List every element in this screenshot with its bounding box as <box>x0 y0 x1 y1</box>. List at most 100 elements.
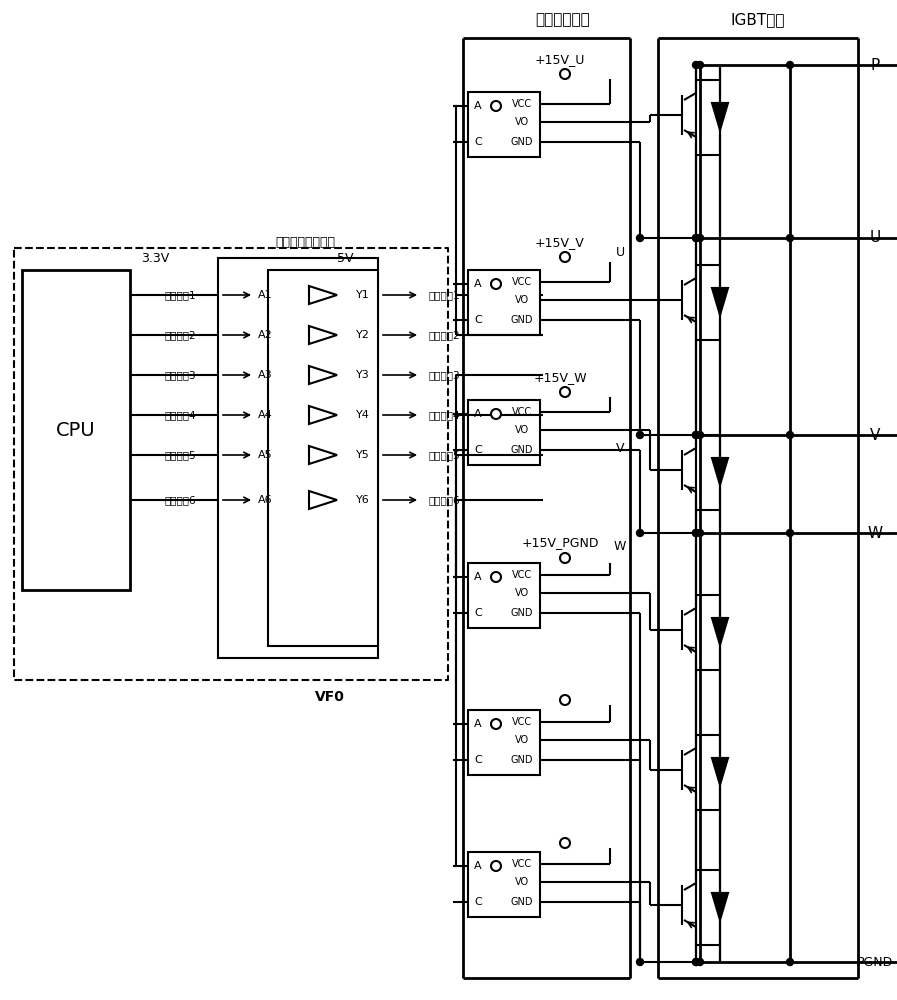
Text: VCC: VCC <box>512 717 532 727</box>
Text: +15V_PGND: +15V_PGND <box>521 536 599 550</box>
Bar <box>22 270 130 590</box>
Text: 驱动信号5: 驱动信号5 <box>164 450 196 460</box>
Circle shape <box>696 530 703 536</box>
Text: A3: A3 <box>258 370 273 380</box>
Text: VCC: VCC <box>512 407 532 417</box>
Text: Y6: Y6 <box>356 495 370 505</box>
Text: Y1: Y1 <box>356 290 370 300</box>
Circle shape <box>692 530 700 536</box>
Polygon shape <box>309 491 337 509</box>
Text: 驱动信号3: 驱动信号3 <box>428 370 459 380</box>
Circle shape <box>692 958 700 966</box>
Circle shape <box>491 572 501 582</box>
Circle shape <box>560 553 570 563</box>
Text: A6: A6 <box>258 495 273 505</box>
Text: 驱动信号3: 驱动信号3 <box>164 370 196 380</box>
Text: 驱动信号4: 驱动信号4 <box>428 410 459 420</box>
Text: Y5: Y5 <box>356 450 370 460</box>
Text: A: A <box>475 861 482 871</box>
Text: GND: GND <box>510 445 533 455</box>
Text: 5V: 5V <box>336 251 353 264</box>
Circle shape <box>491 409 501 419</box>
Circle shape <box>696 958 703 966</box>
Text: +15V_U: +15V_U <box>535 53 585 66</box>
Circle shape <box>787 432 794 438</box>
Text: VCC: VCC <box>512 277 532 287</box>
Text: VO: VO <box>515 425 529 435</box>
Polygon shape <box>309 406 337 424</box>
Circle shape <box>491 861 501 871</box>
Text: W: W <box>867 526 883 540</box>
Bar <box>468 710 540 775</box>
Text: 驱动信号1: 驱动信号1 <box>428 290 459 300</box>
Circle shape <box>491 719 501 729</box>
Polygon shape <box>309 446 337 464</box>
Circle shape <box>696 432 703 438</box>
Text: 3.3V: 3.3V <box>141 251 170 264</box>
Text: GND: GND <box>510 755 533 765</box>
Bar <box>218 258 378 658</box>
Text: P: P <box>870 57 880 73</box>
Text: VO: VO <box>515 588 529 598</box>
Text: U: U <box>615 245 624 258</box>
Text: A1: A1 <box>258 290 273 300</box>
Circle shape <box>696 234 703 241</box>
Polygon shape <box>712 893 728 920</box>
Circle shape <box>560 69 570 79</box>
Circle shape <box>692 432 700 438</box>
Text: 驱动信号6: 驱动信号6 <box>164 495 196 505</box>
Circle shape <box>637 530 643 536</box>
Polygon shape <box>712 458 728 485</box>
Bar <box>468 563 540 628</box>
Circle shape <box>696 62 703 68</box>
Text: 驱动信号1: 驱动信号1 <box>164 290 196 300</box>
Circle shape <box>787 958 794 966</box>
Text: VO: VO <box>515 735 529 745</box>
Text: 驱动信号5: 驱动信号5 <box>428 450 459 460</box>
Circle shape <box>560 838 570 848</box>
Text: +15V_V: +15V_V <box>536 236 585 249</box>
Text: C: C <box>475 445 482 455</box>
Text: Y4: Y4 <box>356 410 370 420</box>
Text: C: C <box>475 897 482 907</box>
Text: PGND: PGND <box>857 956 893 968</box>
Text: 驱动信号2: 驱动信号2 <box>428 330 459 340</box>
Polygon shape <box>712 288 728 315</box>
Circle shape <box>787 530 794 536</box>
Circle shape <box>560 695 570 705</box>
Bar <box>468 400 540 465</box>
Text: A: A <box>475 572 482 582</box>
Text: A: A <box>475 101 482 111</box>
Text: VCC: VCC <box>512 570 532 580</box>
Text: V: V <box>615 442 624 456</box>
Polygon shape <box>712 618 728 645</box>
Circle shape <box>560 387 570 397</box>
Text: W: W <box>614 540 626 554</box>
Text: V: V <box>870 428 880 442</box>
Text: A2: A2 <box>258 330 273 340</box>
Circle shape <box>787 234 794 241</box>
Text: GND: GND <box>510 315 533 325</box>
Text: VO: VO <box>515 117 529 127</box>
Text: VCC: VCC <box>512 99 532 109</box>
Text: CPU: CPU <box>57 420 96 440</box>
Text: C: C <box>475 137 482 147</box>
Polygon shape <box>309 326 337 344</box>
Circle shape <box>692 432 700 438</box>
Text: 驱动信号2: 驱动信号2 <box>164 330 196 340</box>
Circle shape <box>491 101 501 111</box>
Text: C: C <box>475 608 482 618</box>
Text: A5: A5 <box>258 450 273 460</box>
Circle shape <box>637 958 643 966</box>
Text: GND: GND <box>510 137 533 147</box>
Circle shape <box>787 62 794 68</box>
Text: 驱动光耦电路: 驱动光耦电路 <box>536 12 590 27</box>
Text: Y3: Y3 <box>356 370 370 380</box>
Polygon shape <box>712 758 728 785</box>
Text: VCC: VCC <box>512 859 532 869</box>
Circle shape <box>692 62 700 68</box>
Text: 驱动信号6: 驱动信号6 <box>428 495 459 505</box>
Polygon shape <box>712 103 728 130</box>
Polygon shape <box>309 286 337 304</box>
Circle shape <box>692 234 700 241</box>
